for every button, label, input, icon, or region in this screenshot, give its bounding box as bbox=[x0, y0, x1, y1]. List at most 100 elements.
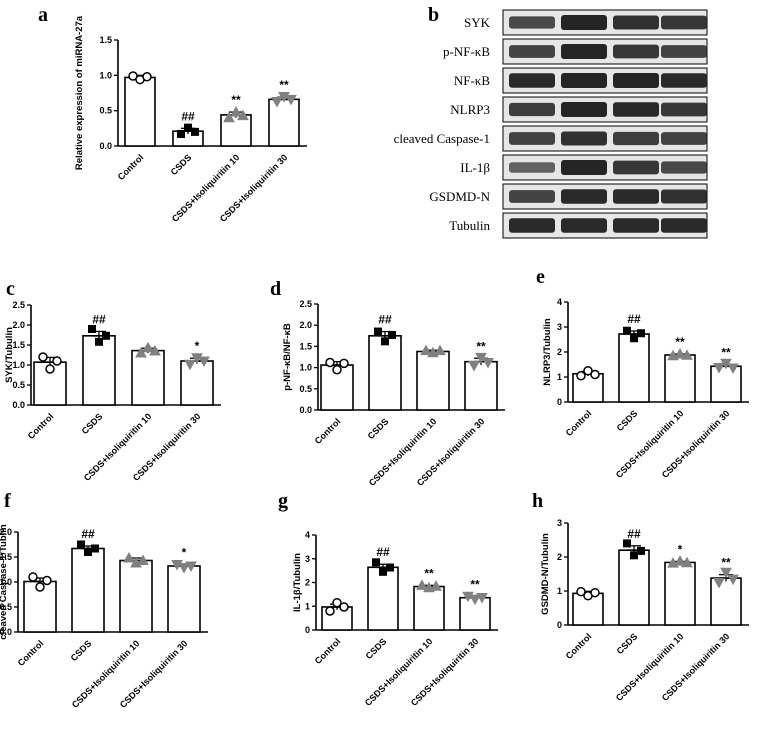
panel-label-b: b bbox=[428, 4, 440, 26]
category-label-h: CSDS bbox=[615, 631, 640, 656]
significance-label-f: * bbox=[182, 546, 187, 560]
data-point-h bbox=[674, 555, 686, 566]
y-axis-label-g: IL-1β/Tubulin bbox=[292, 553, 303, 612]
data-point-e bbox=[576, 371, 586, 381]
data-point-c bbox=[45, 364, 55, 374]
data-point-f bbox=[77, 540, 85, 549]
blot-band bbox=[561, 15, 607, 30]
significance-label-h: ** bbox=[721, 556, 731, 570]
y-tick-label-f: 1.0 bbox=[0, 577, 12, 587]
bar-f bbox=[71, 547, 105, 633]
y-tick-label-f: 0.0 bbox=[0, 627, 12, 637]
bar-h bbox=[710, 577, 742, 626]
blot-band bbox=[613, 102, 659, 117]
blot-band bbox=[509, 73, 555, 88]
data-point-c bbox=[149, 344, 161, 356]
y-tick-label-e: 4 bbox=[557, 297, 562, 307]
data-point-d bbox=[475, 352, 487, 364]
blot-band bbox=[613, 44, 659, 59]
data-point-h bbox=[637, 546, 645, 555]
significance-label-d: ** bbox=[476, 339, 486, 353]
data-point-f bbox=[42, 575, 52, 586]
bar-f bbox=[167, 565, 201, 633]
blot-band bbox=[509, 45, 555, 58]
data-point-g bbox=[476, 592, 488, 604]
blot-band bbox=[613, 218, 659, 233]
data-point-c bbox=[102, 331, 110, 340]
significance-label-a: ** bbox=[279, 78, 289, 92]
blot-band bbox=[661, 73, 707, 88]
data-point-a bbox=[142, 71, 152, 82]
y-tick-label-c: 2.0 bbox=[12, 320, 25, 330]
y-tick-label-e: 1 bbox=[557, 372, 562, 382]
significance-label-g: ** bbox=[424, 566, 434, 580]
data-point-e bbox=[623, 326, 631, 335]
y-tick-label-c: 0.5 bbox=[12, 380, 25, 390]
data-point-h bbox=[623, 539, 631, 548]
data-point-g bbox=[339, 602, 349, 612]
data-point-d bbox=[325, 357, 335, 368]
data-point-e bbox=[713, 363, 725, 374]
bar-d bbox=[368, 334, 402, 411]
y-tick-label-c: 1.0 bbox=[12, 360, 25, 370]
y-tick-label-a: 1.0 bbox=[99, 70, 112, 80]
y-tick-label-h: 1 bbox=[557, 586, 562, 596]
data-point-d bbox=[339, 358, 349, 369]
data-point-e bbox=[727, 363, 739, 375]
panel-label-c: c bbox=[6, 278, 15, 300]
data-point-c bbox=[142, 341, 154, 353]
blot-row-label: cleaved Caspase-1 bbox=[394, 131, 490, 146]
blot-row-label: Tubulin bbox=[449, 218, 490, 233]
data-point-h bbox=[727, 574, 739, 586]
data-point-e bbox=[630, 334, 638, 343]
data-point-g bbox=[379, 567, 387, 576]
data-point-g bbox=[325, 606, 335, 616]
y-tick-label-d: 2.0 bbox=[299, 320, 312, 330]
blot-band bbox=[613, 160, 659, 175]
bar-h bbox=[664, 561, 696, 626]
y-tick-label-f: 1.5 bbox=[0, 552, 12, 562]
blot-band bbox=[509, 190, 555, 203]
blot-band bbox=[661, 45, 707, 58]
data-point-a bbox=[285, 94, 297, 106]
y-tick-label-g: 3 bbox=[305, 554, 310, 564]
data-point-a bbox=[223, 111, 235, 123]
y-tick-label-h: 2 bbox=[557, 552, 562, 562]
data-point-g bbox=[332, 597, 342, 608]
data-point-f bbox=[137, 554, 149, 565]
data-point-d bbox=[420, 344, 432, 356]
data-point-g bbox=[469, 594, 481, 606]
data-point-d bbox=[482, 358, 494, 369]
y-tick-label-c: 2.5 bbox=[12, 300, 25, 310]
bar-e bbox=[664, 354, 696, 403]
data-point-d bbox=[374, 327, 382, 336]
y-tick-label-d: 1.0 bbox=[299, 363, 312, 373]
data-point-d bbox=[468, 360, 480, 372]
data-point-c bbox=[38, 352, 48, 362]
panel-label-h: h bbox=[532, 490, 544, 512]
data-point-f bbox=[91, 544, 99, 553]
bar-c bbox=[82, 334, 116, 406]
significance-label-h: * bbox=[678, 542, 683, 556]
data-point-e bbox=[681, 349, 693, 360]
data-point-e bbox=[637, 329, 645, 338]
y-tick-label-a: 1.5 bbox=[99, 35, 112, 45]
y-tick-label-e: 0 bbox=[557, 397, 562, 407]
data-point-e bbox=[590, 369, 600, 380]
blot-band bbox=[661, 218, 707, 233]
data-point-f bbox=[35, 582, 45, 592]
data-point-h bbox=[720, 567, 732, 579]
blot-band bbox=[561, 218, 607, 233]
blot-band bbox=[661, 161, 707, 174]
blot-band bbox=[561, 102, 607, 117]
blot-band bbox=[509, 162, 555, 173]
y-tick-label-f: 0.5 bbox=[0, 602, 12, 612]
significance-label-d: ## bbox=[378, 313, 392, 327]
data-point-d bbox=[434, 344, 446, 356]
blot-band bbox=[661, 15, 707, 30]
